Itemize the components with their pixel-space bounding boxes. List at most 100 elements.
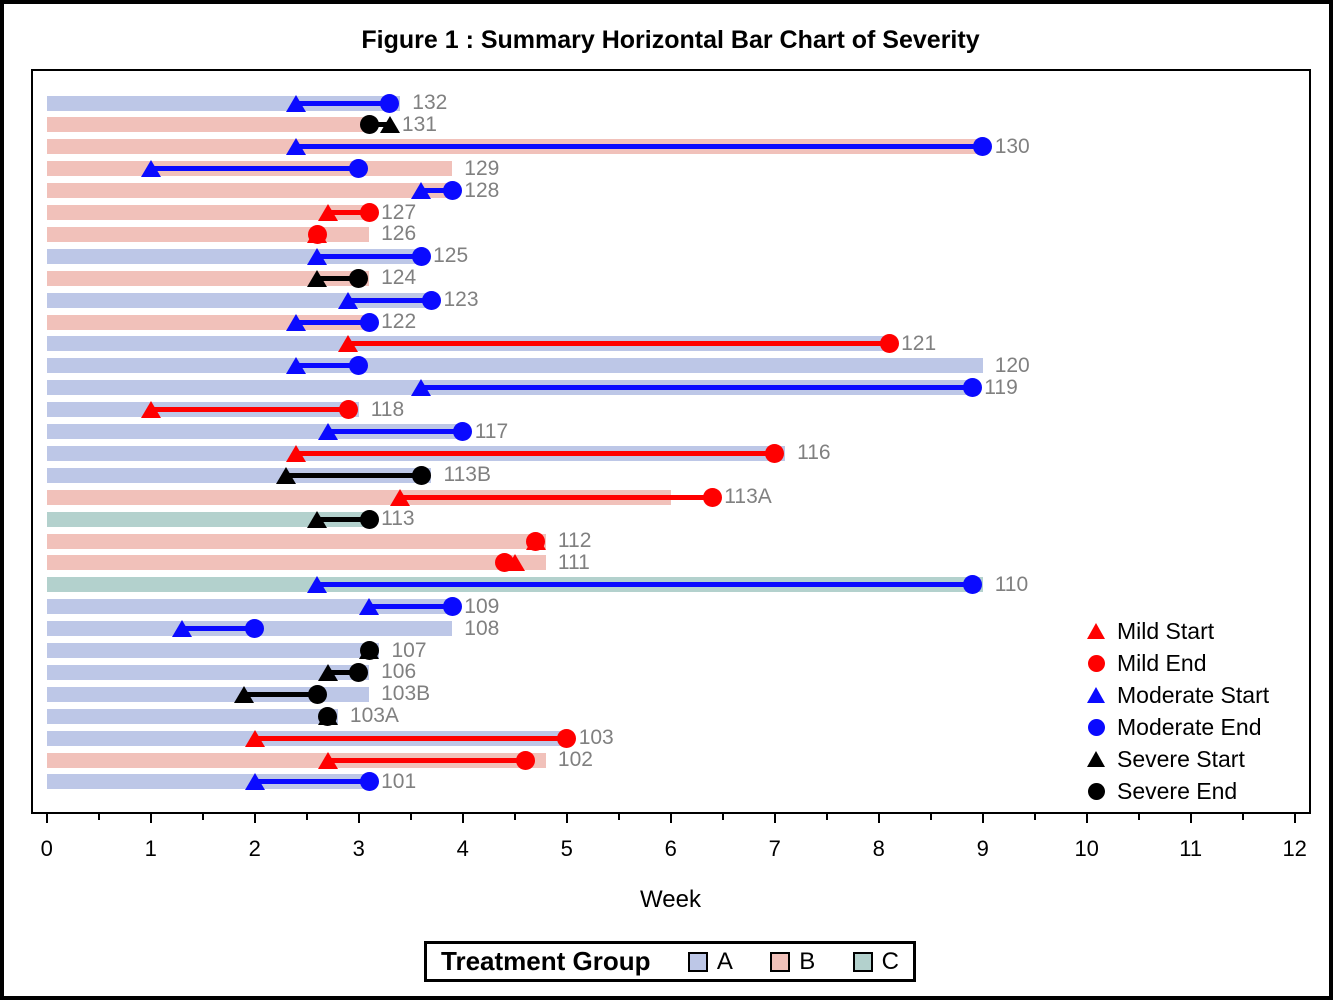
x-axis-tick [669, 814, 672, 823]
x-axis-minor-tick [1033, 814, 1036, 820]
mild-start-marker [338, 335, 359, 353]
treatment-bar-B [46, 205, 370, 220]
severity-duration-line [327, 429, 463, 435]
severity-duration-line [296, 319, 370, 325]
subject-id-label: 112 [557, 529, 592, 553]
moderate-end-marker [422, 290, 441, 310]
severe-end-marker [318, 706, 337, 726]
x-axis-tick [981, 814, 984, 823]
severity-duration-line [317, 253, 422, 259]
subject-id-label: 130 [994, 134, 1030, 158]
treatment-bar-A [46, 643, 380, 659]
subject-id-label: 101 [381, 769, 417, 793]
treatment-bar-B [46, 533, 546, 549]
x-axis-tick-label: 1 [144, 836, 157, 861]
severity-duration-line [254, 779, 370, 785]
treatment-bar-A [46, 358, 983, 374]
treatment-bar-A [46, 599, 453, 615]
x-axis-minor-tick [201, 814, 204, 820]
x-axis-tick-label: 8 [872, 836, 885, 861]
moderate-start-marker [307, 576, 328, 594]
x-axis-tick-label: 2 [248, 836, 261, 861]
severe-start-marker [307, 269, 328, 287]
subject-id-label: 103B [381, 682, 431, 706]
mild-start-marker [244, 729, 265, 747]
moderate-start-marker [317, 423, 338, 441]
subject-id-label: 127 [381, 200, 417, 224]
moderate-start-marker [286, 94, 307, 112]
treatment-bar-B [46, 752, 546, 768]
severe-start-marker [379, 116, 400, 134]
x-axis-minor-tick [305, 814, 308, 820]
subject-id-label: 122 [381, 310, 417, 334]
x-axis-tick [461, 814, 464, 823]
subject-id-label: 117 [474, 419, 509, 443]
x-axis-tick [1085, 814, 1088, 823]
x-axis-tick [1189, 814, 1192, 823]
moderate-end-marker [349, 356, 369, 376]
subject-id-label: 111 [557, 550, 590, 574]
moderate-start-marker [286, 138, 307, 156]
treatment-bar-A [46, 95, 401, 111]
moderate-start-marker [307, 247, 328, 265]
legend-label-moderate-end: Moderate End [1117, 713, 1262, 740]
severity-duration-line [254, 735, 567, 741]
x-axis-tick [357, 814, 360, 823]
treatment-bar-B [46, 117, 370, 133]
x-axis-minor-tick [617, 814, 620, 820]
moderate-end-marker [411, 246, 431, 266]
subject-id-label: 129 [464, 156, 500, 180]
mild-end-marker [338, 400, 358, 420]
severity-duration-line [369, 604, 453, 610]
treatment-group-swatch-B [770, 951, 791, 972]
moderate-start-marker [286, 357, 307, 375]
treatment-bar-A [46, 774, 370, 790]
mild-end-marker [359, 203, 379, 222]
severity-duration-line [317, 275, 359, 281]
severity-duration-line [285, 472, 422, 478]
treatment-bar-A [46, 664, 370, 680]
severe-start-marker [307, 510, 328, 528]
severe-end-marker [349, 662, 369, 682]
legend-label-mild-end: Mild End [1117, 649, 1207, 676]
mild-end-marker [702, 487, 722, 507]
x-axis-tick [45, 814, 48, 823]
severity-duration-line [421, 385, 973, 391]
mild-start-marker [286, 444, 307, 462]
treatment-group-item-B: B [770, 948, 815, 976]
treatment-group-label: A [716, 947, 733, 975]
subject-id-label: 125 [433, 244, 469, 268]
subject-id-label: 102 [557, 748, 593, 772]
treatment-bar-B [46, 226, 370, 242]
mild-start-marker [140, 401, 161, 419]
subject-id-label: 119 [984, 375, 1018, 399]
mild-end-marker [765, 443, 785, 463]
x-axis-tick-label: 6 [664, 836, 677, 861]
moderate-end-marker [380, 93, 400, 113]
treatment-group-item-A: A [687, 947, 733, 976]
x-axis: 0 1 2 3 4 5 6 7 8 9 10 11 12 [4, 4, 1329, 996]
severity-duration-line [348, 297, 432, 303]
subject-id-label: 107 [391, 638, 427, 662]
severity-duration-line [400, 494, 713, 500]
x-axis-tick-label: 9 [976, 836, 989, 861]
severity-duration-line [317, 516, 370, 522]
mild-end-marker [526, 531, 545, 551]
subject-id-label: 113 [381, 507, 415, 531]
treatment-group-swatch-A [687, 951, 708, 972]
mild-start-marker [317, 204, 338, 221]
x-axis-minor-tick [929, 814, 932, 820]
x-axis-minor-tick [409, 814, 412, 820]
subject-id-label: 113A [724, 485, 772, 509]
x-axis-tick-label: 4 [456, 836, 469, 861]
treatment-bar-A [46, 292, 432, 308]
severe-end-marker [359, 641, 379, 661]
subject-id-label: 108 [464, 616, 500, 640]
severe-end-marker [359, 509, 379, 529]
severity-duration-line [181, 626, 255, 632]
x-axis-tick-label: 10 [1074, 836, 1099, 861]
subject-id-label: 123 [443, 288, 479, 312]
legend-label-mild-start: Mild Start [1117, 617, 1215, 644]
mild-end-marker [515, 750, 535, 770]
mild-end-marker [307, 224, 327, 244]
